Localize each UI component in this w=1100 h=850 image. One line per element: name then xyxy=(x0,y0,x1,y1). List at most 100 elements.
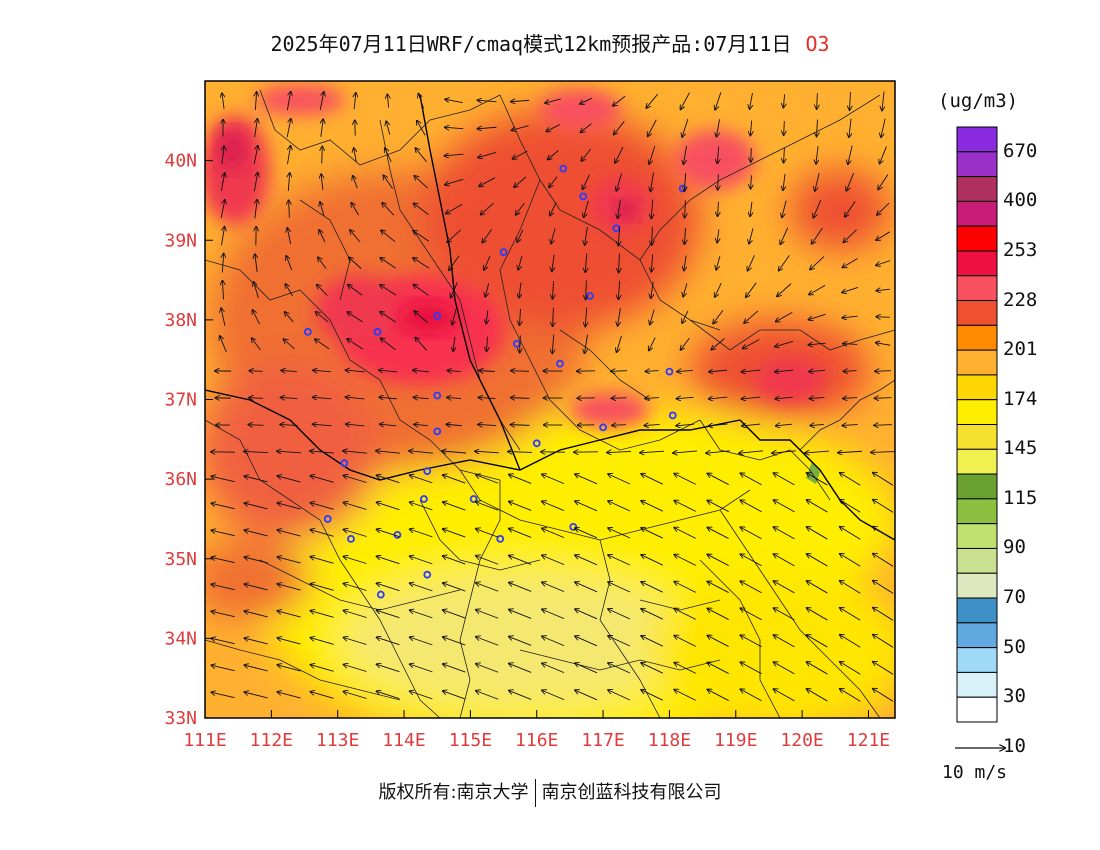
wind-arrow xyxy=(511,125,529,131)
wind-arrow xyxy=(873,581,894,594)
wind-arrow xyxy=(409,451,433,453)
wind-arrow xyxy=(509,664,532,673)
wind-arrow xyxy=(443,502,466,511)
wind-arrow xyxy=(586,280,587,300)
wind-arrow xyxy=(575,690,598,701)
lon-label: 114E xyxy=(382,730,425,751)
wind-arrow xyxy=(445,178,464,184)
wind-arrow xyxy=(277,638,301,645)
wind-arrow xyxy=(882,91,884,111)
wind-arrow xyxy=(718,174,719,190)
wind-arrow xyxy=(681,337,690,350)
wind-arrow xyxy=(608,555,631,566)
wind-arrow xyxy=(443,529,466,538)
lat-label: 35N xyxy=(164,549,197,570)
wind-arrow xyxy=(876,231,891,240)
wind-arrow xyxy=(446,424,462,425)
wind-arrow xyxy=(516,202,525,215)
wind-arrow xyxy=(451,282,458,297)
wind-arrow xyxy=(873,554,894,567)
wind-arrow xyxy=(777,283,792,297)
wind-arrow xyxy=(281,370,297,371)
wind-arrow xyxy=(476,637,499,646)
wind-arrow xyxy=(575,474,598,485)
city-marker xyxy=(420,495,428,503)
wind-arrow xyxy=(649,145,656,164)
wind-arrow xyxy=(244,530,268,537)
wind-arrow xyxy=(775,340,794,346)
legend-swatch xyxy=(956,374,998,401)
wind-arrow xyxy=(417,121,426,136)
wind-arrow xyxy=(709,370,728,372)
legend-swatch xyxy=(956,498,998,525)
wind-arrow xyxy=(410,502,433,511)
city-marker xyxy=(303,327,312,336)
wind-arrow xyxy=(476,691,499,700)
lon-label: 118E xyxy=(648,730,691,751)
longitude-axis: 111E 112E 113E 114E 115E 116E 117E 118E 119E 120E… xyxy=(183,710,890,751)
wind-arrow xyxy=(315,339,330,350)
wind-arrow xyxy=(280,424,298,425)
wind-arrow xyxy=(244,584,268,591)
wind-arrow xyxy=(575,582,598,593)
wind-arrow xyxy=(446,204,463,213)
wind-arrow xyxy=(277,503,301,510)
wind-arrow xyxy=(346,370,365,372)
wind-arrow xyxy=(873,473,894,486)
city-marker xyxy=(423,570,432,579)
footer-company: 南京创蓝科技有限公司 xyxy=(541,782,722,803)
wind-arrow xyxy=(414,424,428,425)
wind-arrow xyxy=(651,281,654,298)
wind-arrow xyxy=(475,451,500,453)
wind-arrow xyxy=(744,310,759,323)
legend-swatch xyxy=(956,671,998,698)
wind-arrow xyxy=(618,226,619,246)
title-main: 2025年07月11日WRF/cmaq模式12km预报产品:07月11日 xyxy=(270,32,792,56)
wind-arrow xyxy=(413,370,430,372)
wind-arrow xyxy=(742,370,761,372)
legend-swatch xyxy=(956,151,998,178)
wind-arrow xyxy=(346,397,365,399)
wind-arrow xyxy=(249,371,263,372)
legend-swatch xyxy=(956,200,998,227)
wind-arrow xyxy=(313,370,332,372)
footer-separator xyxy=(534,779,536,807)
wind-arrow xyxy=(776,424,793,426)
wind-arrow xyxy=(582,174,590,190)
wind-arrow xyxy=(842,425,858,426)
wind-arrow xyxy=(617,335,622,352)
wind-arrow xyxy=(445,127,464,128)
wind-arrow xyxy=(542,555,565,566)
wind-arrow xyxy=(443,475,466,484)
wind-arrow xyxy=(840,500,861,513)
wind-arrow xyxy=(509,556,532,565)
wind-reference-label: 10 m/s xyxy=(942,762,1008,783)
wind-arrow xyxy=(447,370,461,371)
wind-arrow xyxy=(740,635,762,648)
wind-arrow xyxy=(410,691,433,700)
wind-arrow xyxy=(782,200,787,218)
wind-arrow xyxy=(313,424,332,426)
legend-swatch xyxy=(956,572,998,599)
legend-label: 145 xyxy=(1003,437,1038,460)
wind-arrow xyxy=(255,92,256,110)
lon-label: 116E xyxy=(515,730,558,751)
legend-swatch xyxy=(956,126,998,153)
wind-arrow xyxy=(774,635,795,648)
wind-arrow xyxy=(277,584,301,591)
wind-arrow xyxy=(553,307,554,326)
wind-arrow xyxy=(850,91,851,110)
wind-arrow xyxy=(772,451,796,453)
wind-arrow xyxy=(840,473,861,486)
wind-arrow xyxy=(244,638,268,645)
ozone-field xyxy=(205,81,895,718)
city-marker xyxy=(323,515,332,523)
wind-arrow xyxy=(542,663,565,674)
wind-arrow xyxy=(774,500,795,513)
wind-arrow xyxy=(249,398,263,399)
lon-label: 112E xyxy=(250,730,293,751)
wind-arrow xyxy=(410,637,433,646)
wind-arrow xyxy=(509,637,532,646)
wind-arrow xyxy=(685,200,686,217)
wind-arrow xyxy=(552,254,554,272)
